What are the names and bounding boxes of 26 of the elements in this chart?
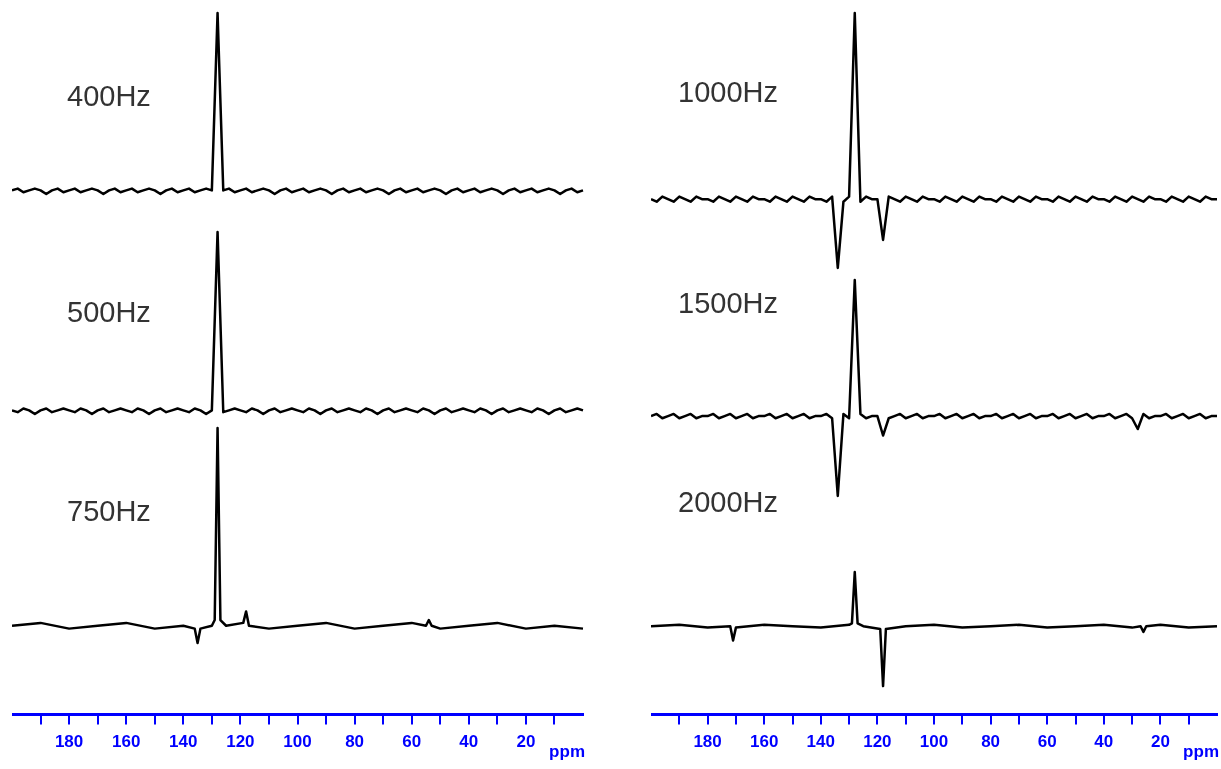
x-axis-title: ppm (549, 742, 585, 762)
x-tick-label: 20 (1150, 732, 1170, 752)
x-tick-label: 120 (863, 732, 892, 752)
annotation: 400Hz (67, 80, 151, 113)
x-tick-label: 140 (169, 732, 198, 752)
x-tick-label: 80 (345, 732, 365, 752)
x-tick-label: 60 (1037, 732, 1057, 752)
annotation: 2000Hz (678, 486, 778, 519)
x-tick-label: 180 (693, 732, 722, 752)
annotation: 750Hz (67, 495, 151, 528)
x-tick-label: 120 (226, 732, 255, 752)
x-tick-label: 100 (283, 732, 312, 752)
x-tick-label: 160 (112, 732, 141, 752)
annotation: 1500Hz (678, 287, 778, 320)
x-tick-label: 80 (981, 732, 1001, 752)
x-tick-label: 140 (806, 732, 835, 752)
annotation: 1000Hz (678, 76, 778, 109)
annotation: 500Hz (67, 296, 151, 329)
x-tick-label: 40 (459, 732, 479, 752)
x-tick-label: 40 (1094, 732, 1114, 752)
x-tick-label: 20 (516, 732, 536, 752)
x-tick-label: 100 (919, 732, 949, 752)
x-axis-title: ppm (1183, 742, 1219, 762)
x-tick-label: 180 (54, 732, 84, 752)
x-tick-label: 60 (402, 732, 422, 752)
x-tick-label: 160 (750, 732, 779, 752)
